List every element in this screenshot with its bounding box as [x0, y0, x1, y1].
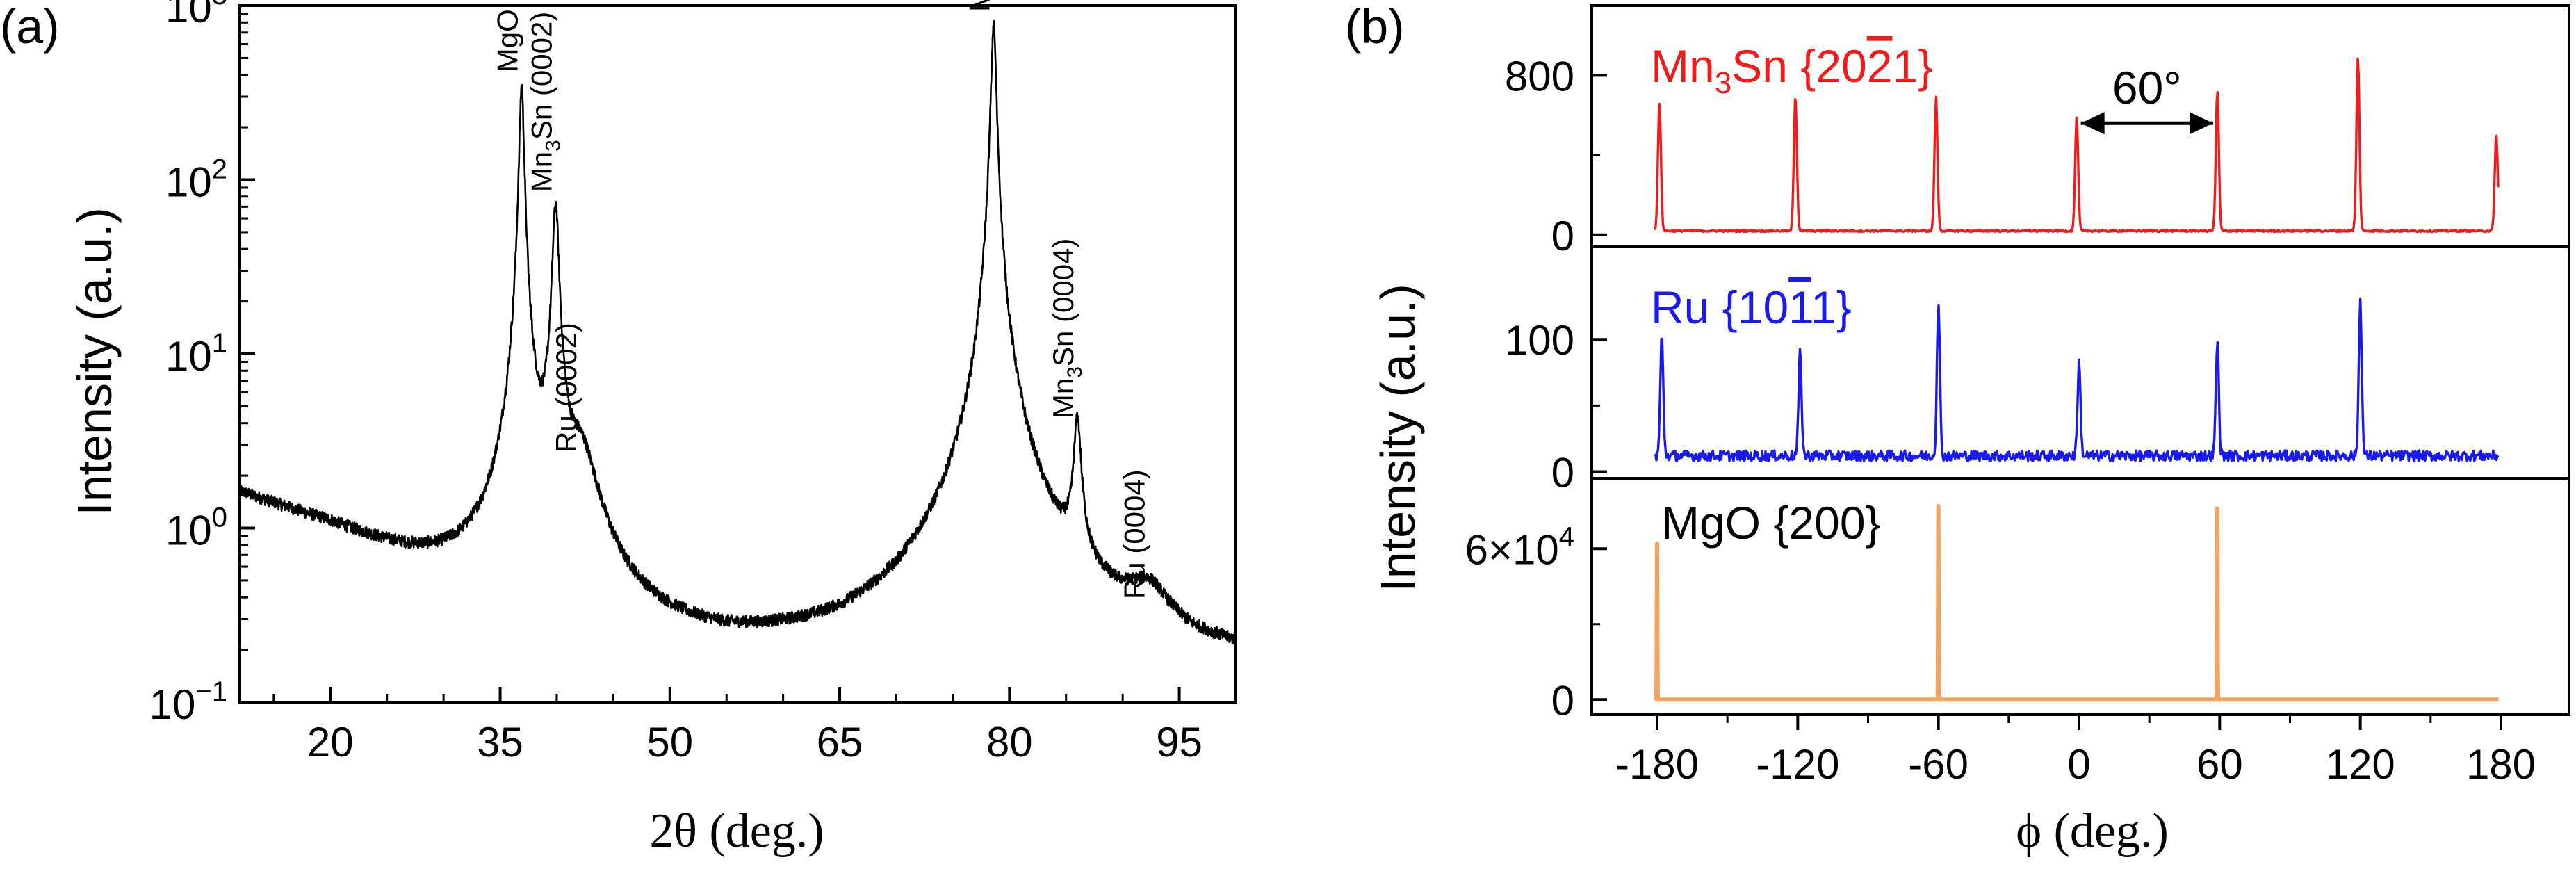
- panel-b-angle-arrow-head-right: [2189, 112, 2213, 135]
- panel-b-x-axis-title: ϕ (deg.): [2016, 804, 2169, 858]
- panel-a: (a) 2θ (deg.) Intensity (a.u.) 20 35 50 65 8…: [0, 0, 1237, 858]
- panel-a-x-tick-label: 80: [986, 719, 1033, 765]
- panel-a-x-tick-label: 65: [817, 719, 863, 765]
- panel-b-y-tick-label: 6×104: [1465, 521, 1574, 573]
- panel-a-y-tick-label: 10−1: [149, 676, 227, 728]
- panel-a-x-tick-label: 35: [477, 719, 523, 765]
- panel-a-y-tick-label: 103: [165, 0, 227, 31]
- panel-b: (b) ϕ (deg.) Intensity (a.u.) 0 800 Mn3Sn …: [1345, 0, 2570, 858]
- panel-b-x-tick-label: 180: [2466, 741, 2536, 788]
- panel-a-x-tick-label: 95: [1156, 719, 1203, 765]
- panel-b-mn3sn-line: [1653, 57, 2500, 234]
- panel-a-frame: [238, 4, 1237, 704]
- panel-a-y-tick-label: 101: [165, 328, 227, 380]
- panel-b-x-tick-label: 0: [2067, 741, 2090, 788]
- panel-a-y-tick-label: 102: [165, 154, 227, 206]
- panel-b-axes: 0 800 Mn3Sn {2021} 60° 0 100 Ru {1011} 0 6×104 Mg…: [1465, 4, 2570, 788]
- panel-a-peak-label: Ru (0004): [1118, 469, 1151, 599]
- panel-b-mgo-line: [1653, 503, 2501, 702]
- panel-a-x-tick-label: 20: [307, 719, 354, 765]
- panel-a-peak-label: Ru (0002): [550, 323, 582, 453]
- panel-b-y-axis-title: Intensity (a.u.): [1371, 284, 1425, 592]
- panel-b-x-tick-label: 120: [2326, 741, 2395, 788]
- panel-b-label: (b): [1345, 0, 1405, 54]
- panel-a-plot-area: [238, 19, 1237, 645]
- panel-a-label: (a): [0, 0, 60, 54]
- panel-a-y-axis-title: Intensity (a.u.): [67, 207, 122, 516]
- panel-b-y-tick-label: 0: [1551, 449, 1574, 496]
- panel-a-y-tick-label: 100: [165, 503, 227, 554]
- panel-b-x-tick-label: -180: [1615, 741, 1699, 788]
- panel-b-y-tick-label: 0: [1551, 677, 1574, 724]
- panel-b-legend-ru: Ru {1011}: [1651, 282, 1852, 333]
- panel-a-x-tick-label: 50: [646, 719, 693, 765]
- panel-b-y-tick-label: 800: [1505, 53, 1574, 99]
- panel-b-angle-label: 60°: [2112, 62, 2182, 113]
- panel-a-x-axis-title: 2θ (deg.): [649, 804, 824, 858]
- panel-b-legend-mn3sn: Mn3Sn {2021}: [1651, 40, 1933, 100]
- panel-b-y-tick-label: 100: [1505, 317, 1574, 364]
- panel-a-peak-label: Mn3Sn (0002): [525, 12, 564, 193]
- panel-a-data-line: [238, 19, 1237, 645]
- panel-b-x-tick-label: 60: [2196, 741, 2243, 788]
- panel-a-peak-label: MgO (111): [491, 0, 524, 72]
- panel-b-x-tick-label: -60: [1908, 741, 1968, 788]
- panel-a-peak-label: MgO (222): [963, 0, 996, 12]
- panel-b-plot-area: [1653, 57, 2501, 702]
- panel-b-angle-arrow-head-left: [2080, 112, 2105, 135]
- panel-b-ru-line: [1654, 297, 2500, 462]
- panel-b-legend-mgo: MgO {200}: [1661, 497, 1881, 549]
- panel-a-peak-label: Mn3Sn (0004): [1047, 238, 1086, 419]
- panel-b-y-tick-label: 0: [1551, 213, 1574, 259]
- panel-b-x-tick-label: -120: [1756, 741, 1839, 788]
